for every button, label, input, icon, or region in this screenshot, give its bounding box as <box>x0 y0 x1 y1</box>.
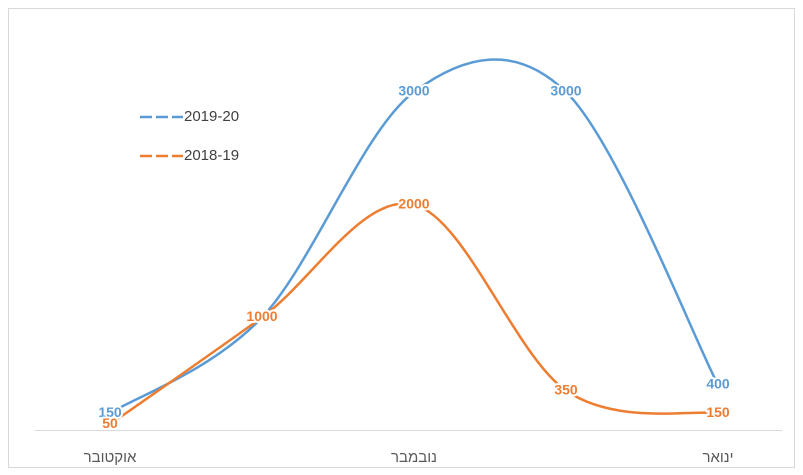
data-label: 400 <box>706 376 730 392</box>
data-label: 3000 <box>398 83 429 99</box>
data-label: 2000 <box>398 195 429 211</box>
legend-label: 2018-19 <box>184 147 239 164</box>
data-label: 350 <box>554 381 578 397</box>
series-line <box>109 202 719 426</box>
series-line <box>109 58 720 415</box>
legend-label: 2019-20 <box>184 108 239 125</box>
x-tick-label: ינואר <box>702 449 733 466</box>
data-label: 3000 <box>550 83 581 99</box>
data-label: 1000 <box>246 308 277 324</box>
data-label: 1000 <box>246 308 277 324</box>
x-tick-label: אוקטובר <box>84 449 137 466</box>
data-label: 50 <box>102 415 118 431</box>
x-tick-label: נובמבר <box>391 449 437 466</box>
data-label: 150 <box>98 404 122 420</box>
data-label: 150 <box>706 404 730 420</box>
chart-border <box>8 8 795 468</box>
